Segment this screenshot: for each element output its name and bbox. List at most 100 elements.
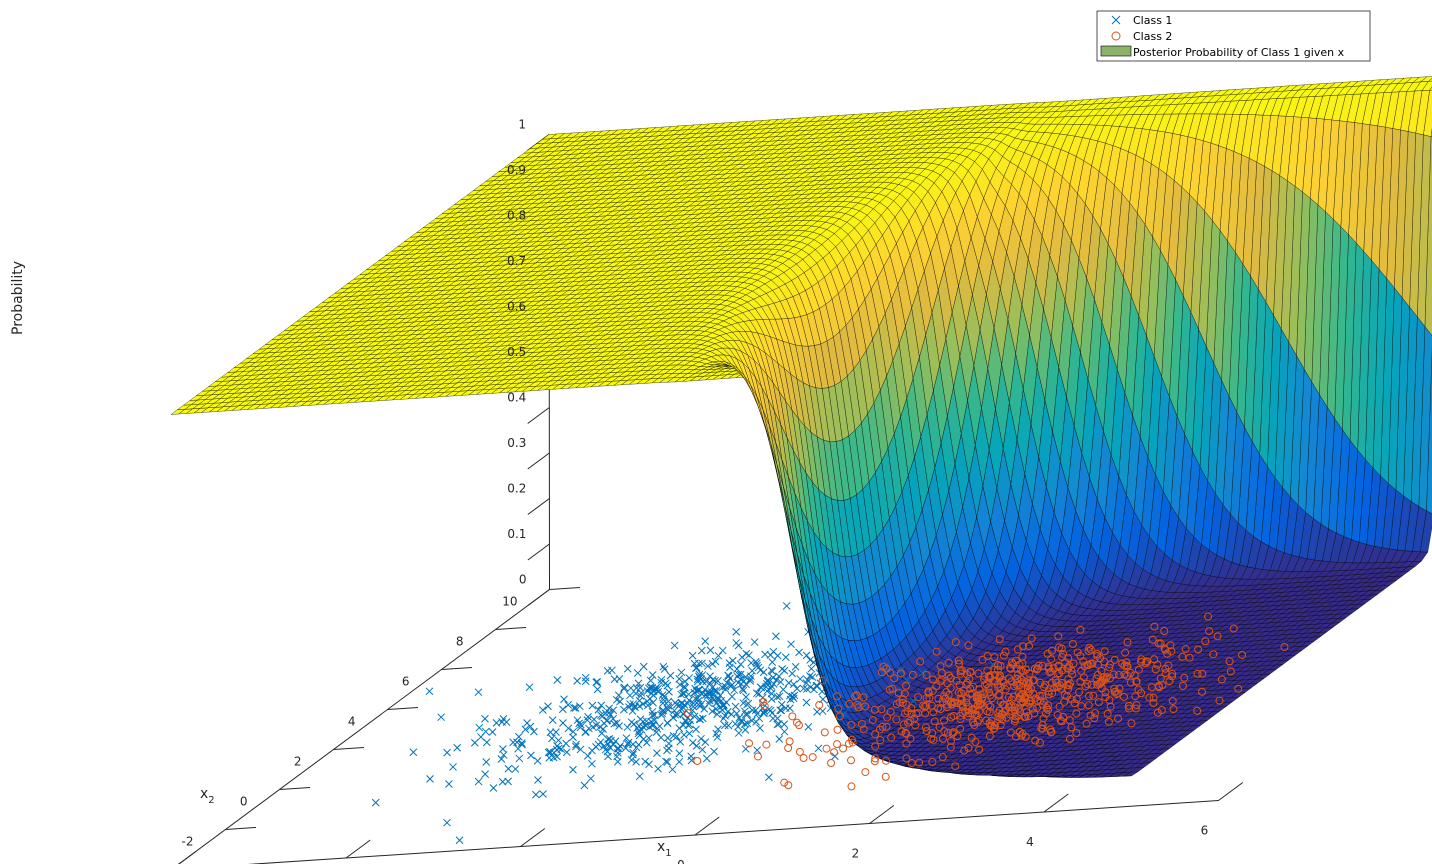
class1-point <box>677 690 686 699</box>
x-tick-mark <box>869 805 895 824</box>
class1-point <box>657 733 665 742</box>
y-axis-line <box>178 589 550 864</box>
class1-point <box>706 679 714 688</box>
class1-point <box>773 651 782 660</box>
class1-point <box>658 699 667 707</box>
class1-point <box>777 706 786 715</box>
class1-point <box>714 651 723 660</box>
class1-point <box>708 707 717 716</box>
class1-point <box>727 710 736 719</box>
z-tick-mark <box>527 543 550 561</box>
class1-point <box>661 679 670 688</box>
class1-point <box>553 752 561 761</box>
class1-point <box>689 699 698 708</box>
class1-point <box>793 684 801 693</box>
class1-point <box>634 740 643 749</box>
class1-point <box>597 701 606 710</box>
class1-point <box>613 744 622 753</box>
z-tick-mark <box>527 452 550 470</box>
class1-point <box>775 720 783 728</box>
class1-point <box>690 659 699 668</box>
class1-point <box>791 662 800 671</box>
class1-point <box>730 686 739 694</box>
class1-point <box>745 651 753 660</box>
class1-point <box>680 731 688 739</box>
class1-point <box>681 677 689 686</box>
y-tick-mark <box>333 746 365 750</box>
class1-point <box>596 722 604 731</box>
class1-point <box>610 675 619 684</box>
class1-point <box>739 686 748 695</box>
class1-point <box>629 748 638 757</box>
class1-point <box>609 706 618 715</box>
class1-point <box>737 718 746 726</box>
class1-point <box>645 760 653 769</box>
class1-point <box>663 758 672 766</box>
class1-point <box>497 755 506 763</box>
class1-point <box>632 689 640 698</box>
class1-point <box>626 691 634 700</box>
class1-point <box>666 671 675 680</box>
y-tick-mark <box>225 826 257 830</box>
class1-point <box>746 675 755 683</box>
class1-point <box>633 669 642 677</box>
class1-point <box>741 726 750 734</box>
class1-point <box>534 776 542 784</box>
class1-point <box>697 734 705 743</box>
class1-point <box>725 659 734 667</box>
class1-point <box>804 722 813 731</box>
class1-point <box>552 728 560 737</box>
x-tick-mark <box>520 828 546 847</box>
class1-point <box>624 740 632 749</box>
class1-point <box>589 723 597 732</box>
y-tick-mark <box>387 706 419 710</box>
class1-point <box>741 710 750 719</box>
class1-point <box>676 680 684 689</box>
class1-point <box>437 713 445 722</box>
class1-point <box>691 694 700 703</box>
class1-point <box>690 712 699 721</box>
class1-point <box>622 734 631 742</box>
class1-point <box>688 651 697 660</box>
class1-point <box>806 656 814 664</box>
class1-point <box>710 687 719 695</box>
class1-point <box>546 747 554 756</box>
class1-point <box>628 707 637 715</box>
class1-point <box>705 688 714 697</box>
class1-point <box>703 692 712 701</box>
class1-point <box>641 757 650 766</box>
x-tick-mark <box>178 851 197 864</box>
class1-point <box>714 725 722 734</box>
class1-point <box>604 752 612 761</box>
class1-point <box>728 656 737 665</box>
class1-point <box>669 731 678 740</box>
class1-point <box>694 697 703 705</box>
class1-point <box>743 710 752 719</box>
class1-point <box>732 639 741 647</box>
class1-point <box>615 722 623 730</box>
probability-surface <box>170 76 1432 778</box>
class1-point <box>769 680 778 688</box>
class1-point <box>553 742 562 750</box>
class1-point <box>620 684 628 693</box>
class1-point <box>675 724 684 733</box>
class1-point <box>658 707 667 715</box>
class1-point <box>620 683 629 692</box>
class1-point <box>481 714 489 723</box>
class1-point <box>443 748 451 757</box>
class1-point <box>678 698 686 707</box>
class1-point <box>781 653 790 662</box>
class1-point <box>635 772 644 781</box>
class1-point <box>481 727 490 736</box>
class1-point <box>781 704 790 712</box>
class1-point <box>648 721 657 730</box>
class1-point <box>692 687 701 695</box>
y-tick-mark <box>549 586 581 590</box>
class1-point <box>634 727 643 736</box>
class1-point <box>731 702 740 711</box>
class1-point <box>722 678 731 687</box>
class1-point <box>701 637 710 646</box>
class1-point <box>644 701 652 710</box>
class1-point <box>717 696 726 705</box>
